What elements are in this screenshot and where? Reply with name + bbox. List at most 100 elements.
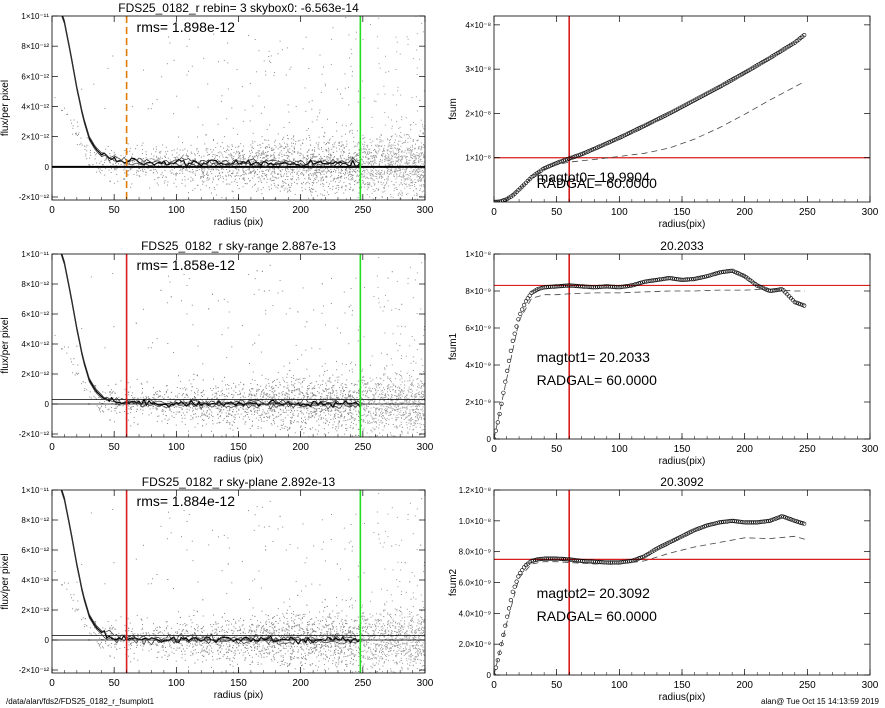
scatter-point <box>217 164 219 166</box>
data-point <box>666 111 671 116</box>
scatter-point <box>418 134 420 136</box>
scatter-point <box>114 169 116 171</box>
scatter-point <box>131 156 133 158</box>
scatter-point <box>145 405 147 407</box>
scatter-point <box>252 105 254 107</box>
scatter-point <box>257 150 259 152</box>
scatter-point <box>412 410 414 412</box>
scatter-point <box>217 300 219 302</box>
scatter-point <box>349 183 351 185</box>
scatter-point <box>241 150 243 152</box>
scatter-point <box>378 177 380 179</box>
scatter-point <box>246 183 248 185</box>
scatter-point <box>181 394 183 396</box>
scatter-point <box>411 151 413 152</box>
chart-panel-3: rms= 1.858e-120 50 100 150 200 250 300-2×10⁻¹²… <box>0 239 434 465</box>
scatter-point <box>279 414 281 416</box>
scatter-point <box>286 47 288 49</box>
scatter-point <box>351 132 353 134</box>
scatter-point <box>415 96 417 98</box>
scatter-point <box>270 148 272 150</box>
scatter-point <box>389 159 391 161</box>
scatter-point <box>421 147 422 149</box>
scatter-point <box>200 189 202 191</box>
scatter-point <box>238 155 240 157</box>
scatter-point <box>265 147 267 149</box>
scatter-point <box>372 140 374 142</box>
scatter-point <box>205 185 207 187</box>
scatter-point <box>417 167 419 169</box>
scatter-point <box>419 415 421 417</box>
scatter-point <box>349 168 351 170</box>
scatter-point <box>406 167 408 169</box>
scatter-point <box>156 338 158 339</box>
scatter-point <box>412 162 414 164</box>
scatter-point <box>401 156 403 157</box>
scatter-point <box>271 172 273 174</box>
scatter-point <box>399 140 401 142</box>
scatter-point <box>401 159 402 161</box>
scatter-point <box>423 167 425 169</box>
scatter-point <box>228 159 230 161</box>
scatter-point <box>153 397 155 399</box>
scatter-point <box>417 418 419 420</box>
scatter-point <box>221 142 223 144</box>
scatter-point <box>314 164 316 166</box>
scatter-point <box>368 182 370 184</box>
scatter-point <box>373 160 375 162</box>
scatter-point <box>237 133 239 135</box>
scatter-point <box>302 156 304 158</box>
scatter-point <box>312 155 314 157</box>
scatter-point <box>226 384 228 386</box>
scatter-point <box>244 183 246 184</box>
scatter-point <box>227 88 229 90</box>
scatter-point <box>339 394 341 396</box>
scatter-point <box>302 169 304 171</box>
scatter-point <box>229 171 231 172</box>
scatter-point <box>132 397 134 399</box>
scatter-point <box>364 152 366 154</box>
data-point <box>632 128 638 133</box>
scatter-point <box>407 439 408 440</box>
scatter-point <box>289 420 291 422</box>
scatter-point <box>358 392 360 394</box>
scatter-point <box>412 153 414 155</box>
scatter-point <box>99 401 101 403</box>
scatter-point <box>367 158 369 160</box>
scatter-point <box>323 195 325 196</box>
scatter-point <box>406 169 407 171</box>
scatter-point <box>314 147 316 148</box>
scatter-point <box>392 184 394 186</box>
scatter-point <box>165 151 167 153</box>
scatter-point <box>325 175 327 177</box>
scatter-point <box>420 148 422 150</box>
scatter-point <box>367 153 369 155</box>
scatter-point <box>233 156 235 158</box>
scatter-point <box>263 392 265 394</box>
scatter-point <box>419 394 421 396</box>
scatter-point <box>144 162 146 164</box>
scatter-point <box>308 134 310 136</box>
scatter-point <box>404 162 406 164</box>
scatter-point <box>197 391 199 393</box>
scatter-point <box>277 174 279 175</box>
scatter-point <box>413 428 414 430</box>
scatter-point <box>377 188 379 190</box>
scatter-point <box>285 146 287 147</box>
scatter-point <box>300 173 302 175</box>
scatter-point <box>224 136 226 138</box>
scatter-point <box>308 388 309 390</box>
scatter-point <box>416 195 418 197</box>
scatter-point <box>271 149 273 151</box>
scatter-point <box>397 140 399 142</box>
scatter-point <box>390 151 392 153</box>
scatter-point <box>350 48 352 50</box>
scatter-point <box>105 167 107 169</box>
scatter-point <box>279 190 281 192</box>
scatter-point <box>260 154 262 156</box>
scatter-point <box>385 184 387 186</box>
scatter-point <box>209 405 211 407</box>
scatter-point <box>376 144 378 146</box>
scatter-point <box>105 406 107 408</box>
scatter-point <box>337 159 339 161</box>
